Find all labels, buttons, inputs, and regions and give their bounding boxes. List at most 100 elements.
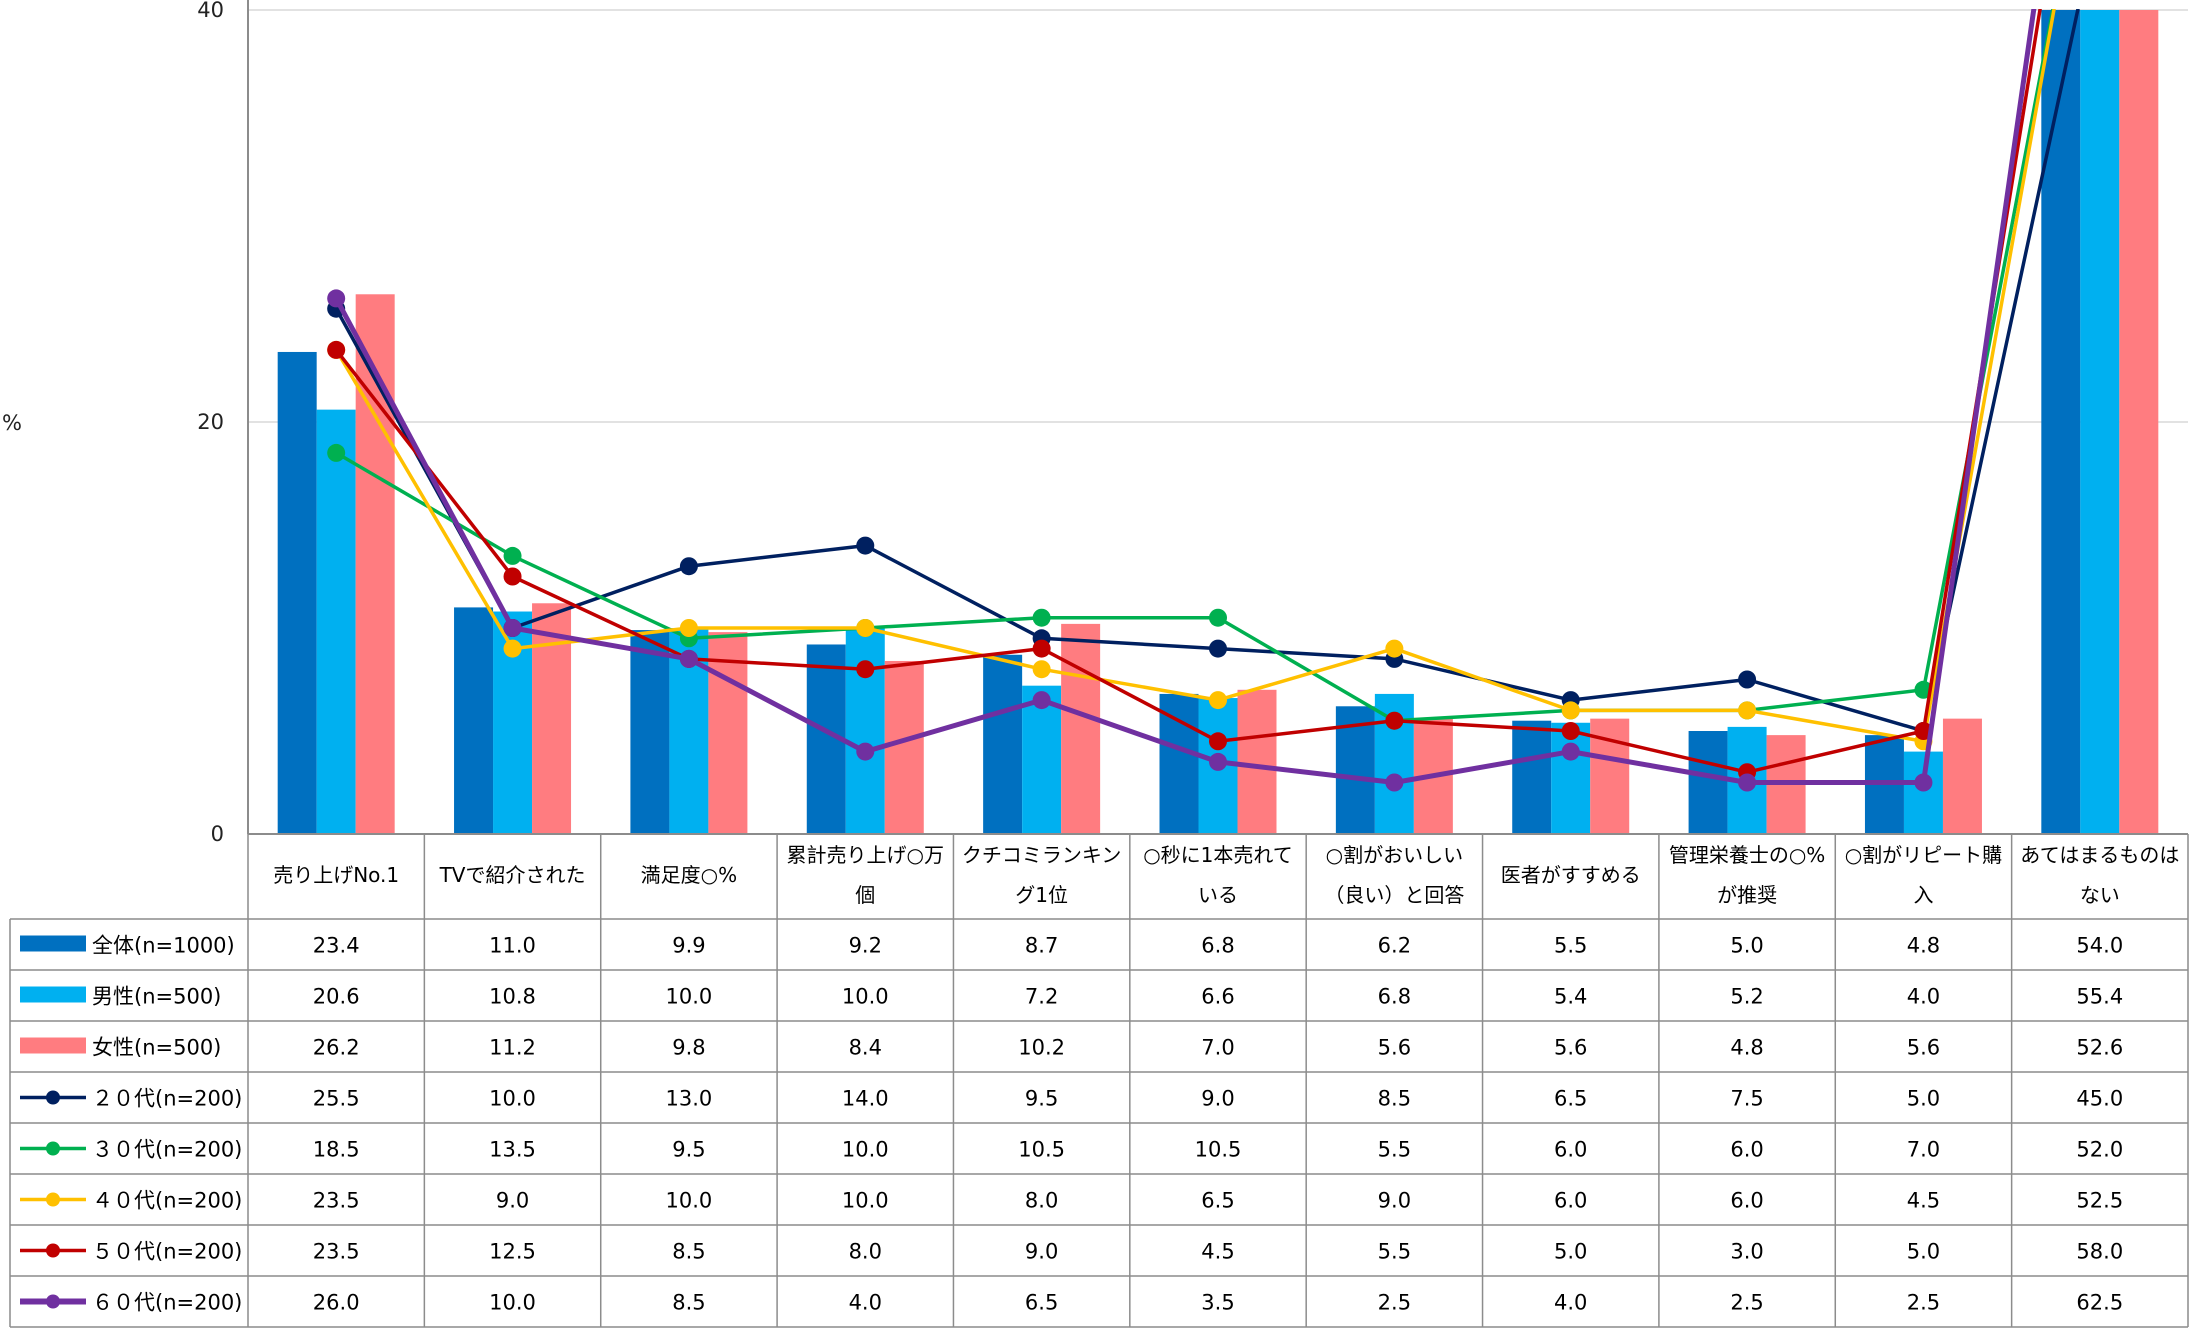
data-label: 9.0 (496, 1189, 529, 1213)
category-label: いる (1198, 883, 1238, 907)
series-point (1561, 701, 1580, 720)
series-point (1209, 691, 1227, 710)
bar (2119, 10, 2159, 834)
series-point (856, 742, 875, 761)
series-point (1032, 639, 1051, 658)
bar (1159, 693, 1199, 834)
data-label: 10.8 (489, 985, 536, 1009)
data-label: 10.0 (666, 985, 713, 1009)
category-label: 医者がすすめる (1501, 863, 1641, 887)
data-label: 55.4 (2076, 985, 2123, 1009)
data-label: 5.5 (1378, 1138, 1411, 1162)
bar (983, 654, 1023, 834)
category-label: グ1位 (1015, 883, 1068, 907)
category-label: クチコミランキン (962, 843, 1121, 867)
data-label: 8.5 (1378, 1087, 1411, 1111)
category-label: 管理栄養士の○% (1669, 843, 1825, 867)
legend-label: ５０代(n=200) (92, 1240, 242, 1264)
data-label: 9.0 (1201, 1087, 1234, 1111)
series-point (1032, 660, 1051, 679)
category-label: ○割がリピート購 (1845, 843, 2002, 867)
data-label: 52.6 (2076, 1036, 2123, 1060)
legend-key-marker (46, 1243, 60, 1258)
bar (1022, 685, 1062, 834)
category-label: あてはまるものは (2020, 843, 2179, 867)
series-point (856, 619, 875, 637)
data-label: 18.5 (313, 1138, 360, 1162)
data-label: 52.5 (2076, 1189, 2123, 1213)
series-point (503, 639, 522, 658)
data-label: 6.8 (1378, 985, 1411, 1009)
series-point (1561, 742, 1580, 761)
series-point (327, 340, 346, 359)
category-label: 満足度○% (641, 863, 737, 887)
series-line (333, 0, 2038, 785)
data-label: 8.0 (849, 1240, 882, 1264)
category-label: 個 (855, 883, 875, 907)
bar (316, 409, 356, 834)
data-label: 5.0 (1554, 1240, 1587, 1264)
series-point (1209, 608, 1227, 627)
data-label: 6.0 (1730, 1189, 1763, 1213)
series-point (1385, 639, 1404, 658)
series-line (334, 0, 2058, 744)
data-label: 5.0 (1907, 1240, 1940, 1264)
data-label: 5.6 (1378, 1036, 1411, 1060)
data-label: 5.0 (1907, 1087, 1940, 1111)
data-label: 4.0 (1907, 985, 1940, 1009)
data-label: 9.5 (1025, 1087, 1058, 1111)
data-label: 10.2 (1018, 1036, 1065, 1060)
data-label: 10.5 (1195, 1138, 1242, 1162)
data-label: 26.2 (313, 1036, 360, 1060)
category-label: 売り上げNo.1 (273, 863, 399, 887)
legend-key-marker (46, 1090, 60, 1105)
data-label: 14.0 (842, 1087, 889, 1111)
category-label: TVで紹介された (439, 863, 586, 887)
bar (884, 660, 924, 834)
data-label: 3.0 (1730, 1240, 1763, 1264)
series-point (1209, 752, 1227, 771)
data-label: 6.2 (1378, 934, 1411, 958)
data-label: 8.5 (672, 1291, 705, 1315)
data-label: 6.8 (1201, 934, 1234, 958)
bar (1903, 751, 1943, 834)
data-label: 8.7 (1025, 934, 1058, 958)
data-label: 6.5 (1025, 1291, 1058, 1315)
bar (2041, 10, 2081, 834)
data-label: 5.6 (1907, 1036, 1940, 1060)
data-label: 12.5 (489, 1240, 536, 1264)
data-label: 4.5 (1907, 1189, 1940, 1213)
series-point (327, 289, 346, 308)
bar (1061, 623, 1101, 834)
y-tick-label: 20 (197, 410, 224, 434)
category-label: （良い）と回答 (1324, 883, 1464, 907)
data-label: 8.5 (672, 1240, 705, 1264)
data-label: 20.6 (313, 985, 360, 1009)
bar (1688, 731, 1728, 834)
data-label: 13.0 (666, 1087, 713, 1111)
series-point (1385, 773, 1404, 792)
data-label: 5.2 (1730, 985, 1763, 1009)
legend-key-marker (46, 1294, 60, 1309)
category-label: ○秒に1本売れて (1143, 843, 1293, 867)
y-tick-label: 0 (211, 822, 224, 846)
y-axis-label: % (2, 411, 22, 435)
data-label: 9.9 (672, 934, 705, 958)
data-label: 4.8 (1907, 934, 1940, 958)
series-point (856, 536, 875, 555)
data-label: 54.0 (2076, 934, 2123, 958)
data-label: 13.5 (489, 1138, 536, 1162)
legend-label: ４０代(n=200) (92, 1189, 242, 1213)
data-label: 52.0 (2076, 1138, 2123, 1162)
data-label: 10.5 (1018, 1138, 1065, 1162)
data-label: 4.5 (1201, 1240, 1234, 1264)
data-label: 10.0 (666, 1189, 713, 1213)
data-label: 11.2 (489, 1036, 536, 1060)
data-label: 23.5 (313, 1240, 360, 1264)
data-label: 5.0 (1730, 934, 1763, 958)
series-point (1032, 691, 1051, 710)
series-point (1738, 773, 1757, 792)
data-label: 4.0 (1554, 1291, 1587, 1315)
series-point (1385, 711, 1404, 730)
